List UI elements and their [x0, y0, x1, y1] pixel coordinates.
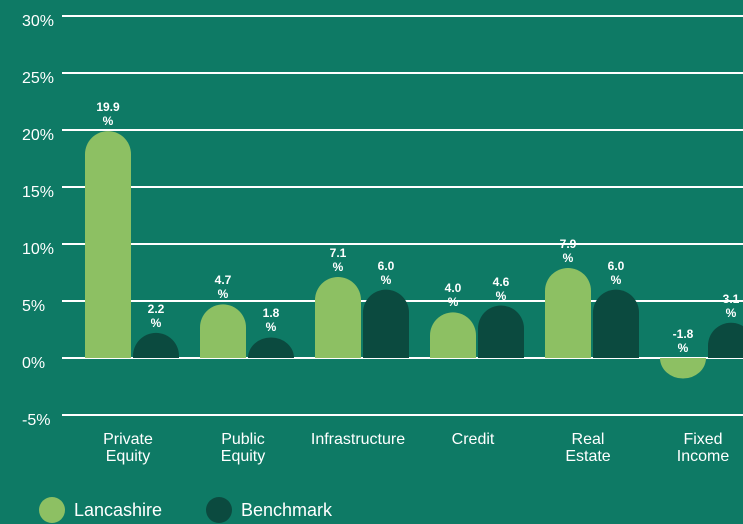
- y-tick-label: 20%: [22, 127, 54, 144]
- bar: [248, 337, 294, 358]
- data-label: 1.8 %: [262, 306, 280, 335]
- bar: [200, 304, 246, 358]
- y-tick-label: 15%: [22, 184, 54, 201]
- legend-swatch: [39, 497, 65, 523]
- bar: [708, 322, 743, 358]
- y-tick-label: 25%: [22, 70, 54, 87]
- bar: [363, 289, 410, 358]
- y-tick-label: 5%: [22, 298, 45, 315]
- data-label: 4.7 %: [214, 273, 232, 302]
- bar: [545, 267, 591, 358]
- y-tick-label: 0%: [22, 355, 45, 372]
- x-tick-label: Private Equity: [103, 431, 153, 465]
- bar: [85, 131, 131, 358]
- y-tick-label: 10%: [22, 241, 54, 258]
- data-label: 6.0 %: [377, 258, 395, 287]
- data-label: 6.0 %: [607, 258, 625, 287]
- data-label: 4.0 %: [444, 281, 462, 310]
- x-tick-label: Fixed Income: [676, 431, 730, 465]
- data-label: 3.1 %: [722, 291, 740, 320]
- bar: [315, 277, 361, 358]
- y-tick-label: -5%: [22, 412, 50, 429]
- x-tick-label: Public Equity: [220, 431, 266, 465]
- data-label: 7.9 %: [559, 236, 577, 265]
- data-label: 7.1 %: [329, 246, 347, 275]
- legend-label: Lancashire: [74, 500, 162, 520]
- bar: [478, 305, 524, 358]
- bar: [660, 358, 706, 379]
- legend-swatch: [206, 497, 232, 523]
- bar: [593, 289, 639, 358]
- data-label: 19.9 %: [96, 100, 120, 129]
- bar: [430, 312, 476, 358]
- x-tick-label: Credit: [451, 431, 495, 448]
- data-label: 2.2 %: [147, 301, 165, 330]
- legend-label: Benchmark: [241, 500, 333, 520]
- x-tick-label: Infrastructure: [310, 431, 406, 448]
- data-label: -1.8 %: [672, 327, 694, 355]
- bar: [133, 332, 179, 358]
- x-tick-label: Real Estate: [565, 431, 611, 465]
- y-tick-label: 30%: [22, 13, 54, 30]
- data-label: 4.6 %: [492, 274, 510, 303]
